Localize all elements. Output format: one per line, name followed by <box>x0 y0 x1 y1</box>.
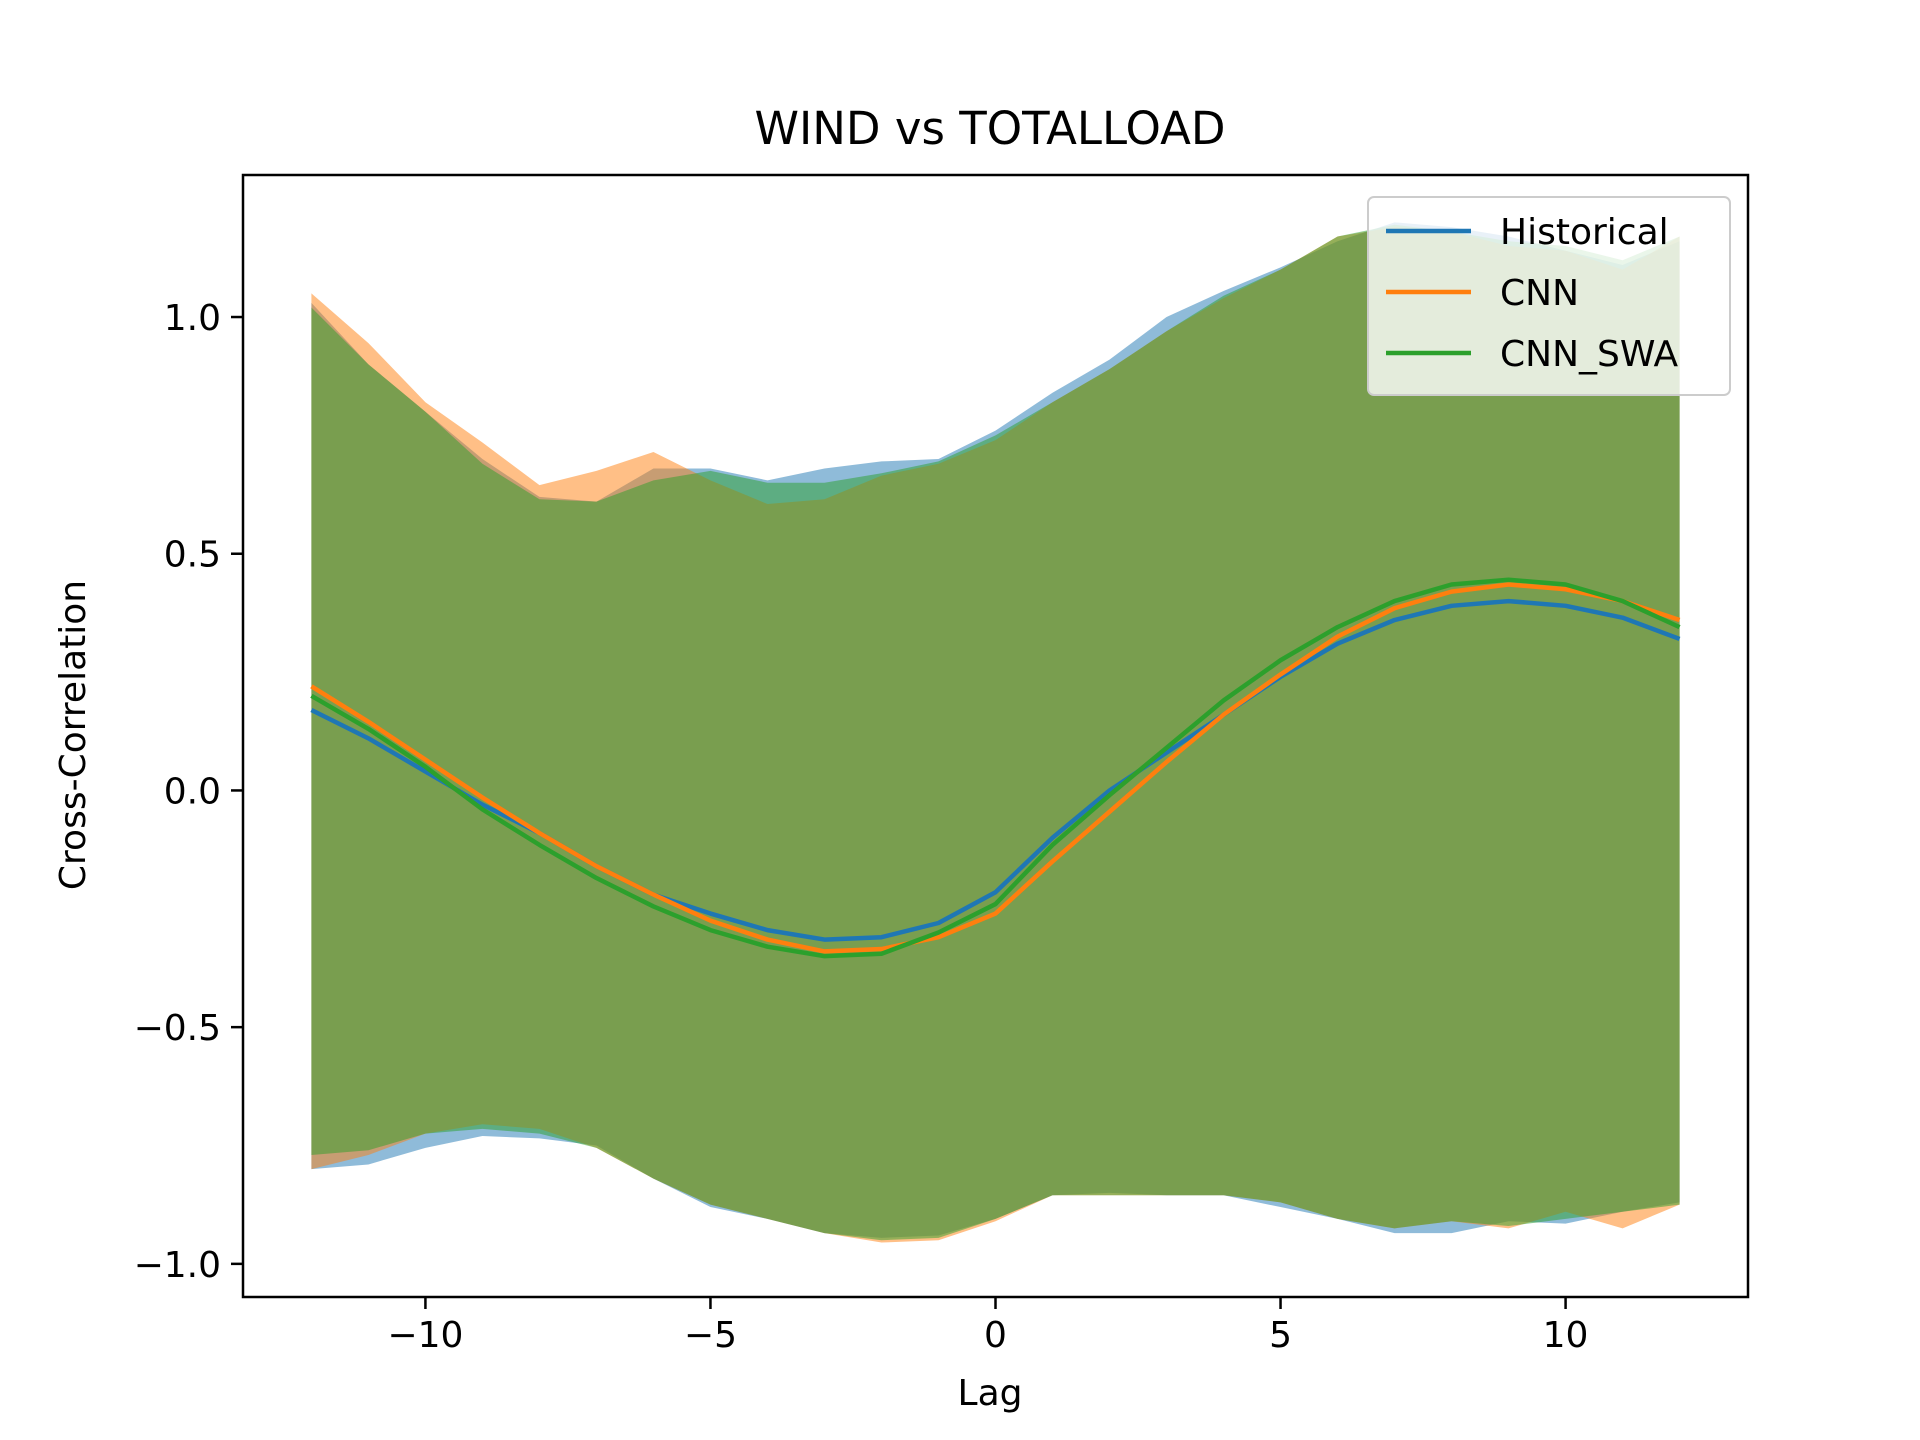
x-axis-label: Lag <box>958 1373 1023 1414</box>
y-axis-label: Cross-Correlation <box>53 580 94 890</box>
legend-label-historical: Historical <box>1500 212 1669 253</box>
legend-box <box>1367 196 1731 396</box>
confidence-bands <box>311 222 1680 1243</box>
y-tick-label: 1.0 <box>164 298 221 339</box>
x-tick-label: −10 <box>387 1315 463 1356</box>
chart-title: WIND vs TOTALLOAD <box>754 102 1225 155</box>
y-tick-label: −0.5 <box>134 1008 221 1049</box>
y-tick-label: 0.0 <box>164 771 221 812</box>
x-tick-label: −5 <box>684 1315 737 1356</box>
y-axis-ticks: −1.0 −0.5 0.0 0.5 1.0 <box>134 298 243 1286</box>
series-lines <box>310 577 1681 959</box>
y-tick-label: −1.0 <box>134 1245 221 1286</box>
band-cnn-swa <box>311 224 1680 1241</box>
legend-label-cnn: CNN <box>1500 273 1579 314</box>
legend: Historical CNN CNN_SWA <box>1367 196 1731 396</box>
x-tick-label: 10 <box>1543 1315 1589 1356</box>
x-tick-label: 5 <box>1269 1315 1292 1356</box>
legend-label-cnn-swa: CNN_SWA <box>1500 334 1678 375</box>
line-cnn-swa <box>310 577 1681 959</box>
line-cnn <box>310 582 1681 954</box>
x-tick-label: 0 <box>984 1315 1007 1356</box>
x-axis-ticks: −10 −5 0 5 10 <box>387 1297 1588 1356</box>
y-tick-label: 0.5 <box>164 535 221 576</box>
